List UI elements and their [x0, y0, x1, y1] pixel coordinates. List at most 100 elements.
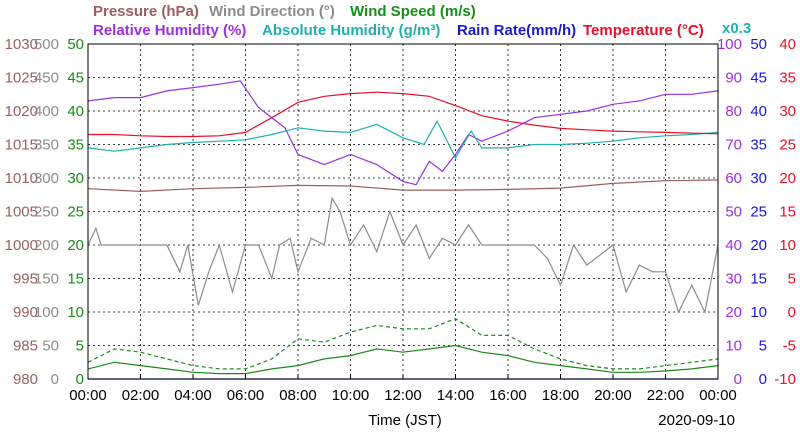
legend-wind-direction: Wind Direction (°): [209, 3, 335, 20]
tick-label-humidity: 30: [725, 271, 742, 288]
legend-wind-speed: Wind Speed (m/s): [350, 3, 476, 20]
x-tick-label: 20:00: [594, 387, 632, 404]
tick-label-temperature: 5: [788, 271, 796, 288]
tick-label-rain-rate: 5: [759, 338, 767, 355]
grid: [88, 44, 718, 379]
tick-label-wind-direction: 300: [34, 170, 59, 187]
tick-label-pressure: 1030: [5, 36, 38, 53]
x-axis-label: Time (JST): [368, 412, 442, 429]
tick-label-rain-rate: 40: [750, 103, 767, 120]
tick-label-pressure: 995: [13, 271, 38, 288]
tick-label-temperature: 0: [788, 304, 796, 321]
series-pressure-hpa: [87, 179, 719, 193]
x-tick-label: 02:00: [122, 387, 160, 404]
tick-label-temperature: 15: [779, 204, 796, 221]
tick-label-humidity: 0: [734, 371, 742, 388]
tick-label-pressure: 990: [13, 304, 38, 321]
x-axis-ticks: 00:00 02:00 04:00 06:00 08:00 10:00 12:00 14:00…: [69, 374, 737, 404]
x-tick-label: 18:00: [542, 387, 580, 404]
tick-label-temperature: 25: [779, 137, 796, 154]
legend-absolute-humidity: Absolute Humidity (g/m³): [262, 22, 440, 39]
tick-label-humidity: 90: [725, 70, 742, 87]
tick-label-humidity: 50: [725, 204, 742, 221]
series-temperature-c: [88, 91, 719, 138]
tick-label-wind-direction: 200: [34, 237, 59, 254]
tick-label-rain-rate: 15: [750, 271, 767, 288]
tick-label-wind-direction: 50: [42, 338, 59, 355]
tick-label-temperature: 40: [779, 36, 796, 53]
tick-label-temperature: 35: [779, 70, 796, 87]
tick-label-pressure: 1015: [5, 137, 38, 154]
tick-label-wind-direction: 450: [34, 70, 59, 87]
tick-label-wind-speed: 10: [67, 304, 84, 321]
tick-label-rain-rate: 50: [750, 36, 767, 53]
x-tick-label: 10:00: [332, 387, 370, 404]
x-tick-label: 06:00: [227, 387, 265, 404]
tick-label-rain-rate: 20: [750, 237, 767, 254]
tick-label-rain-rate: 30: [750, 170, 767, 187]
tick-label-wind-direction: 150: [34, 271, 59, 288]
tick-label-rain-rate: 10: [750, 304, 767, 321]
x-tick-label: 08:00: [279, 387, 317, 404]
series-absolute-humidity-g-m: [87, 119, 719, 160]
tick-label-pressure: 1025: [5, 70, 38, 87]
tick-label-rain-rate: 35: [750, 137, 767, 154]
legend-row-1: Pressure (hPa) Wind Direction (°) Wind S…: [93, 3, 476, 20]
rain-scale-note: x0.3: [722, 20, 751, 37]
tick-label-humidity: 20: [725, 304, 742, 321]
tick-label-wind-speed: 40: [67, 103, 84, 120]
legend-temperature: Temperature (°C): [583, 22, 704, 39]
x-tick-label: 16:00: [489, 387, 527, 404]
legend-row-2: Relative Humidity (%) Absolute Humidity …: [93, 20, 751, 39]
x-tick-label: 00:00: [69, 387, 107, 404]
tick-label-wind-speed: 50: [67, 36, 84, 53]
tick-label-wind-speed: 0: [76, 371, 84, 388]
tick-label-humidity: 60: [725, 170, 742, 187]
tick-label-wind-speed: 45: [67, 70, 84, 87]
tick-label-pressure: 1020: [5, 103, 38, 120]
legend-pressure: Pressure (hPa): [93, 3, 199, 20]
tick-label-wind-speed: 5: [76, 338, 84, 355]
tick-label-wind-speed: 15: [67, 271, 84, 288]
tick-label-wind-speed: 35: [67, 137, 84, 154]
series-wind-direction: [87, 196, 719, 314]
tick-label-pressure: 1000: [5, 237, 38, 254]
tick-label-humidity: 70: [725, 137, 742, 154]
tick-label-wind-direction: 500: [34, 36, 59, 53]
tick-label-wind-direction: 250: [34, 204, 59, 221]
series-wind-speed-m-s: [87, 344, 719, 375]
x-tick-label: 00:00: [699, 387, 737, 404]
tick-label-temperature: 30: [779, 103, 796, 120]
x-tick-label: 22:00: [647, 387, 685, 404]
tick-label-wind-direction: 350: [34, 137, 59, 154]
x-tick-label: 14:00: [437, 387, 475, 404]
series-relative-humidity: [87, 80, 719, 186]
x-tick-label: 12:00: [384, 387, 422, 404]
tick-label-rain-rate: 0: [759, 371, 767, 388]
tick-label-pressure: 1005: [5, 204, 38, 221]
tick-label-wind-direction: 100: [34, 304, 59, 321]
tick-label-temperature: -5: [783, 338, 796, 355]
tick-label-humidity: 80: [725, 103, 742, 120]
series-wind-speed-gust-m-s: [87, 318, 719, 370]
tick-label-humidity: 100: [717, 36, 742, 53]
tick-label-wind-speed: 25: [67, 204, 84, 221]
tick-label-rain-rate: 45: [750, 70, 767, 87]
x-tick-label: 04:00: [174, 387, 212, 404]
tick-label-temperature: 10: [779, 237, 796, 254]
tick-label-wind-direction: 400: [34, 103, 59, 120]
legend-rain-rate: Rain Rate(mm/h): [457, 22, 576, 39]
chart-date: 2020-09-10: [658, 412, 735, 429]
tick-label-humidity: 10: [725, 338, 742, 355]
tick-label-pressure: 980: [13, 371, 38, 388]
tick-label-temperature: -10: [774, 371, 796, 388]
tick-label-wind-speed: 30: [67, 170, 84, 187]
tick-label-temperature: 20: [779, 170, 796, 187]
tick-label-rain-rate: 25: [750, 204, 767, 221]
axis-tick-labels: 9809859909951000100510101015102010251030…: [5, 36, 796, 388]
tick-label-pressure: 985: [13, 338, 38, 355]
tick-label-humidity: 40: [725, 237, 742, 254]
legend-relative-humidity: Relative Humidity (%): [93, 22, 246, 39]
tick-label-wind-direction: 0: [51, 371, 59, 388]
